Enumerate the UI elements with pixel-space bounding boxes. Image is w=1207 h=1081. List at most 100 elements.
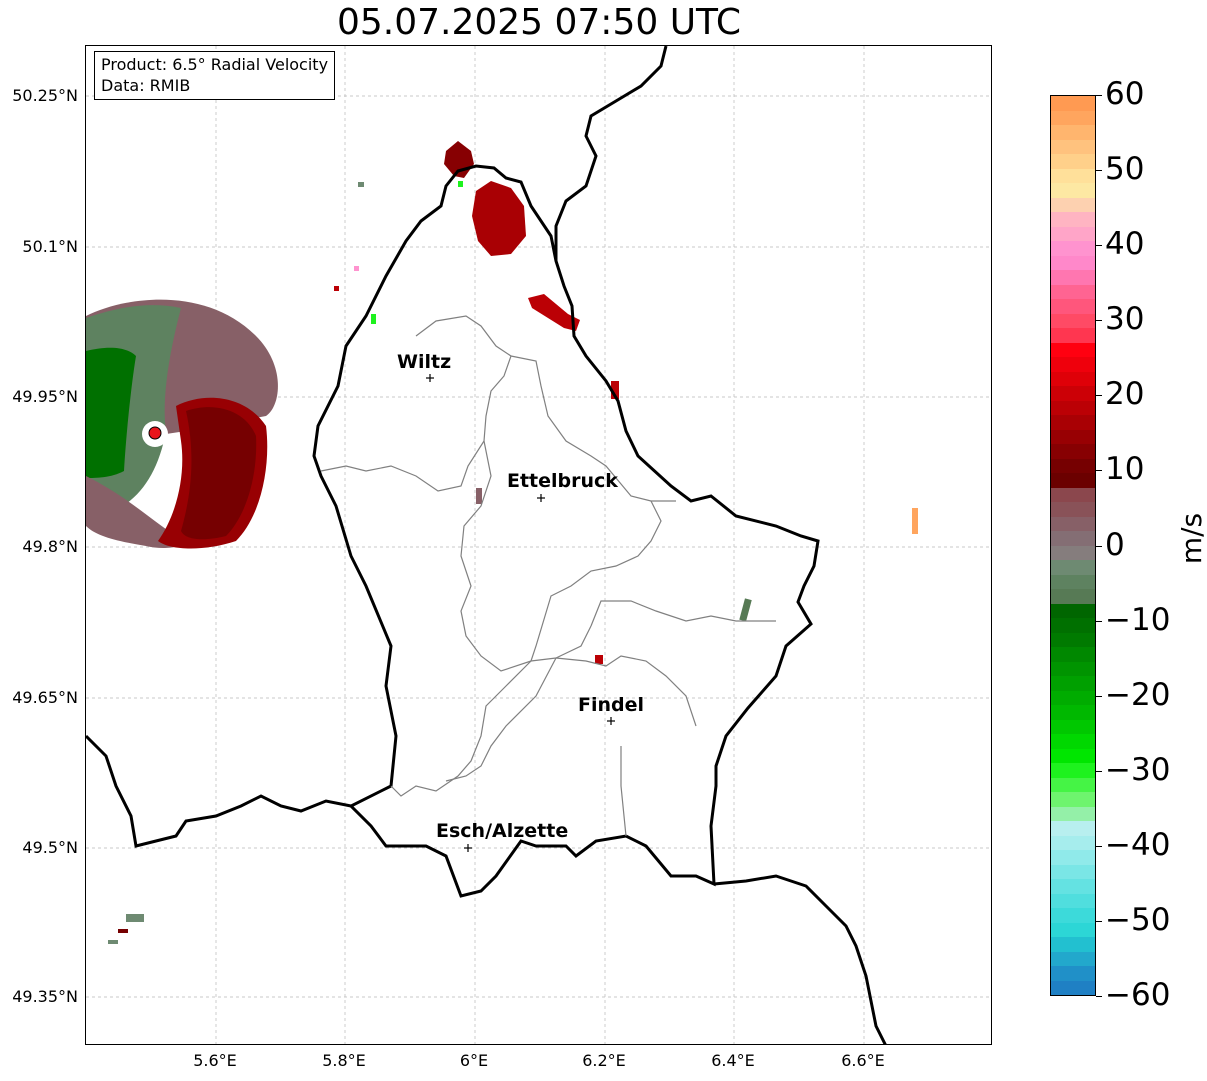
echo-ettel-grey bbox=[476, 488, 482, 504]
colorbar-band bbox=[1051, 531, 1095, 547]
echo-north-cluster bbox=[444, 141, 474, 178]
colorbar-tick-mark bbox=[1096, 470, 1102, 472]
country-border-south-west bbox=[86, 734, 352, 848]
echo-green-dot bbox=[371, 314, 376, 324]
colorbar-band bbox=[1051, 154, 1095, 170]
colorbar-band bbox=[1051, 516, 1095, 532]
colorbar-band bbox=[1051, 415, 1095, 431]
colorbar-band bbox=[1051, 458, 1095, 474]
colorbar-band bbox=[1051, 241, 1095, 257]
colorbar-tick-label: −40 bbox=[1105, 826, 1171, 863]
colorbar-tick-mark bbox=[1096, 695, 1102, 697]
colorbar-tick-mark bbox=[1096, 620, 1102, 622]
colorbar-band bbox=[1051, 850, 1095, 866]
lat-tick-label: 49.35°N bbox=[12, 987, 78, 1006]
colorbar-tick-label: −50 bbox=[1105, 901, 1171, 938]
colorbar-band bbox=[1051, 632, 1095, 648]
colorbar-band bbox=[1051, 502, 1095, 518]
colorbar-band bbox=[1051, 821, 1095, 837]
country-border-south-east bbox=[713, 874, 887, 1044]
colorbar-tick-label: 0 bbox=[1105, 526, 1125, 563]
colorbar-band bbox=[1051, 284, 1095, 300]
colorbar-band bbox=[1051, 980, 1095, 995]
canton-boundaries bbox=[320, 315, 776, 837]
data-source-label: Data: RMIB bbox=[101, 76, 191, 95]
colorbar-band bbox=[1051, 560, 1095, 576]
colorbar-tick-label: −20 bbox=[1105, 676, 1171, 713]
colorbar-band bbox=[1051, 357, 1095, 373]
colorbar-band bbox=[1051, 603, 1095, 619]
colorbar-band bbox=[1051, 777, 1095, 793]
colorbar-tick-mark bbox=[1096, 545, 1102, 547]
lon-tick-label: 6.6°E bbox=[841, 1051, 885, 1070]
colorbar-band bbox=[1051, 96, 1095, 112]
radar-site-marker bbox=[148, 426, 162, 440]
colorbar-band bbox=[1051, 763, 1095, 779]
colorbar-band bbox=[1051, 705, 1095, 721]
map-title: 05.07.2025 07:50 UTC bbox=[336, 2, 742, 43]
colorbar-band bbox=[1051, 473, 1095, 489]
echo-red-dot-findel bbox=[595, 655, 603, 664]
colorbar-tick-mark bbox=[1096, 395, 1102, 397]
colorbar-band bbox=[1051, 429, 1095, 445]
colorbar-tick-label: 60 bbox=[1105, 76, 1145, 112]
colorbar-tick-label: 50 bbox=[1105, 151, 1145, 188]
echo-red-dark bbox=[181, 407, 257, 540]
colorbar-tick-label: 40 bbox=[1105, 226, 1145, 263]
product-info-box: Product: 6.5° Radial Velocity Data: RMIB bbox=[94, 51, 336, 100]
radar-scattered-echoes bbox=[108, 141, 918, 944]
lon-tick-label: 6°E bbox=[459, 1051, 489, 1070]
colorbar-tick-label: −30 bbox=[1105, 751, 1171, 788]
colorbar-tick-label: 20 bbox=[1105, 376, 1145, 413]
colorbar-band bbox=[1051, 342, 1095, 358]
lat-tick-label: 49.95°N bbox=[12, 387, 78, 406]
colorbar-band bbox=[1051, 168, 1095, 184]
product-label: Product: 6.5° Radial Velocity bbox=[101, 55, 329, 74]
colorbar-band bbox=[1051, 748, 1095, 764]
city-label-ettelbruck: Ettelbruck bbox=[507, 470, 618, 492]
colorbar-tick-mark bbox=[1096, 996, 1102, 997]
gridlines bbox=[86, 46, 991, 1044]
colorbar-band bbox=[1051, 647, 1095, 663]
colorbar-band bbox=[1051, 893, 1095, 909]
colorbar-band bbox=[1051, 487, 1095, 503]
colorbar-band bbox=[1051, 371, 1095, 387]
lat-tick-label: 49.65°N bbox=[12, 688, 78, 707]
colorbar-band bbox=[1051, 183, 1095, 199]
echo-pink-dot bbox=[354, 266, 359, 271]
colorbar-band bbox=[1051, 139, 1095, 155]
colorbar-band bbox=[1051, 386, 1095, 402]
colorbar-band bbox=[1051, 299, 1095, 315]
colorbar-tick-mark bbox=[1096, 320, 1102, 322]
echo-grey-lower bbox=[86, 476, 183, 548]
map-panel[interactable] bbox=[85, 45, 992, 1045]
colorbar-tick-mark bbox=[1096, 170, 1102, 172]
lat-tick-label: 50.25°N bbox=[12, 86, 78, 105]
echo-sw-grey-2 bbox=[108, 940, 118, 944]
colorbar-band bbox=[1051, 270, 1095, 286]
colorbar-band bbox=[1051, 922, 1095, 938]
colorbar-unit-label: m/s bbox=[1175, 512, 1207, 565]
colorbar-band bbox=[1051, 444, 1095, 460]
lon-tick-label: 5.6°E bbox=[193, 1051, 237, 1070]
echo-green-inner bbox=[86, 347, 136, 478]
colorbar-band bbox=[1051, 110, 1095, 126]
echo-east-band-1 bbox=[528, 294, 580, 331]
colorbar-band bbox=[1051, 864, 1095, 880]
echo-red-dot-small bbox=[334, 286, 339, 291]
colorbar-band bbox=[1051, 197, 1095, 213]
lat-tick-label: 49.5°N bbox=[22, 838, 78, 857]
lat-tick-label: 50.1°N bbox=[22, 237, 78, 256]
colorbar-band bbox=[1051, 313, 1095, 329]
colorbar-band bbox=[1051, 951, 1095, 967]
colorbar-tick-mark bbox=[1096, 245, 1102, 247]
city-label-findel: Findel bbox=[578, 694, 645, 716]
country-border-luxembourg bbox=[312, 164, 820, 898]
city-markers bbox=[426, 374, 615, 852]
velocity-colorbar bbox=[1050, 95, 1096, 996]
lon-tick-label: 6.4°E bbox=[711, 1051, 755, 1070]
echo-green-tiny bbox=[458, 181, 463, 187]
colorbar-band bbox=[1051, 255, 1095, 271]
echo-east-orange bbox=[912, 508, 918, 534]
map-canvas bbox=[86, 46, 991, 1044]
